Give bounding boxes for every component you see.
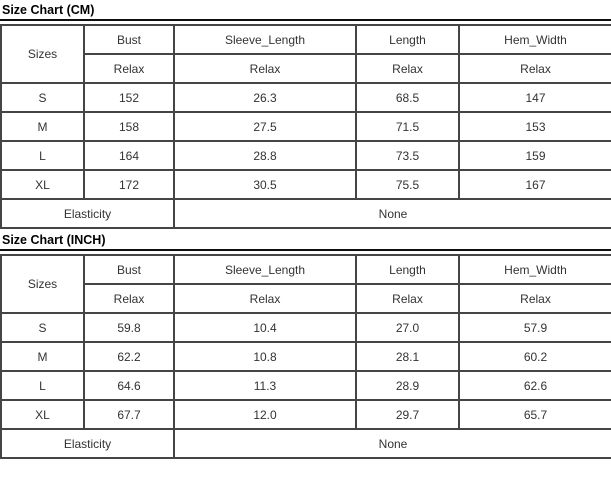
size-cell: L <box>0 370 85 401</box>
elasticity-label: Elasticity <box>0 198 175 229</box>
relax-cell: Relax <box>173 53 357 84</box>
value-cell: 27.0 <box>355 312 460 343</box>
value-cell: 12.0 <box>173 399 357 430</box>
col-header-sleeve-length: Sleeve_Length <box>173 254 357 285</box>
value-cell: 164 <box>83 140 175 171</box>
col-header-length: Length <box>355 24 460 55</box>
size-row-m: M 62.2 10.8 28.1 60.2 <box>0 341 611 372</box>
elasticity-label: Elasticity <box>0 428 175 459</box>
value-cell: 57.9 <box>458 312 611 343</box>
value-cell: 59.8 <box>83 312 175 343</box>
relax-cell: Relax <box>83 53 175 84</box>
size-chart-section-inch: Size Chart (INCH) Sizes Bust Sleeve_Leng… <box>0 229 611 459</box>
value-cell: 29.7 <box>355 399 460 430</box>
relax-cell: Relax <box>458 53 611 84</box>
value-cell: 167 <box>458 169 611 200</box>
size-cell: M <box>0 111 85 142</box>
value-cell: 62.6 <box>458 370 611 401</box>
value-cell: 172 <box>83 169 175 200</box>
value-cell: 153 <box>458 111 611 142</box>
elasticity-row: Elasticity None <box>0 428 611 459</box>
value-cell: 73.5 <box>355 140 460 171</box>
value-cell: 60.2 <box>458 341 611 372</box>
value-cell: 28.9 <box>355 370 460 401</box>
size-cell: XL <box>0 169 85 200</box>
value-cell: 11.3 <box>173 370 357 401</box>
size-cell: L <box>0 140 85 171</box>
size-chart-sheet: Size Chart (CM) Sizes Bust Sleeve_Length… <box>0 0 611 459</box>
value-cell: 67.7 <box>83 399 175 430</box>
elasticity-value: None <box>173 198 611 229</box>
value-cell: 28.8 <box>173 140 357 171</box>
size-table-inch: Sizes Bust Sleeve_Length Length Hem_Widt… <box>0 254 611 459</box>
header-row: Sizes Bust Sleeve_Length Length Hem_Widt… <box>0 254 611 314</box>
subheader-row: Relax Relax Relax Relax <box>1 283 611 314</box>
value-cell: 147 <box>458 82 611 113</box>
value-cell: 75.5 <box>355 169 460 200</box>
value-cell: 27.5 <box>173 111 357 142</box>
header-row: Sizes Bust Sleeve_Length Length Hem_Widt… <box>0 24 611 84</box>
relax-cell: Relax <box>173 283 357 314</box>
size-cell: S <box>0 82 85 113</box>
size-cell: S <box>0 312 85 343</box>
value-cell: 10.8 <box>173 341 357 372</box>
value-cell: 159 <box>458 140 611 171</box>
size-row-s: S 59.8 10.4 27.0 57.9 <box>0 312 611 343</box>
value-cell: 158 <box>83 111 175 142</box>
value-cell: 26.3 <box>173 82 357 113</box>
size-row-xl: XL 172 30.5 75.5 167 <box>0 169 611 200</box>
relax-cell: Relax <box>458 283 611 314</box>
col-header-bust: Bust <box>83 254 175 285</box>
elasticity-row: Elasticity None <box>0 198 611 229</box>
subheader-row: Relax Relax Relax Relax <box>1 53 611 84</box>
size-cell: M <box>0 341 85 372</box>
sizes-header-cell: Sizes <box>0 254 85 314</box>
size-row-s: S 152 26.3 68.5 147 <box>0 82 611 113</box>
size-cell: XL <box>0 399 85 430</box>
col-header-hem-width: Hem_Width <box>458 24 611 55</box>
elasticity-value: None <box>173 428 611 459</box>
size-row-l: L 64.6 11.3 28.9 62.6 <box>0 370 611 401</box>
relax-cell: Relax <box>355 53 460 84</box>
value-cell: 62.2 <box>83 341 175 372</box>
size-chart-cm-title: Size Chart (CM) <box>0 0 611 21</box>
col-header-length: Length <box>355 254 460 285</box>
value-cell: 28.1 <box>355 341 460 372</box>
sizes-header-cell: Sizes <box>0 24 85 84</box>
value-cell: 30.5 <box>173 169 357 200</box>
col-header-hem-width: Hem_Width <box>458 254 611 285</box>
size-table-cm: Sizes Bust Sleeve_Length Length Hem_Widt… <box>0 24 611 229</box>
size-chart-inch-title: Size Chart (INCH) <box>0 229 611 251</box>
size-chart-section-cm: Size Chart (CM) Sizes Bust Sleeve_Length… <box>0 0 611 229</box>
value-cell: 68.5 <box>355 82 460 113</box>
relax-cell: Relax <box>355 283 460 314</box>
size-row-l: L 164 28.8 73.5 159 <box>0 140 611 171</box>
value-cell: 10.4 <box>173 312 357 343</box>
size-row-xl: XL 67.7 12.0 29.7 65.7 <box>0 399 611 430</box>
value-cell: 64.6 <box>83 370 175 401</box>
relax-cell: Relax <box>83 283 175 314</box>
col-header-sleeve-length: Sleeve_Length <box>173 24 357 55</box>
value-cell: 65.7 <box>458 399 611 430</box>
value-cell: 71.5 <box>355 111 460 142</box>
size-row-m: M 158 27.5 71.5 153 <box>0 111 611 142</box>
col-header-bust: Bust <box>83 24 175 55</box>
value-cell: 152 <box>83 82 175 113</box>
